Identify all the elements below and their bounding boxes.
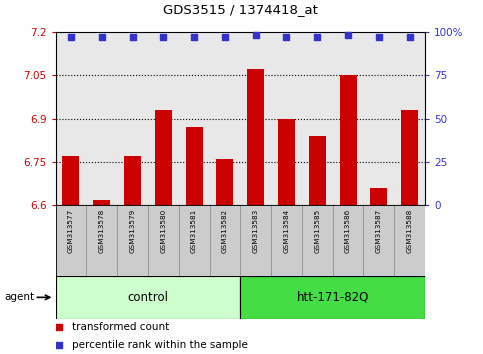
Point <box>98 34 106 40</box>
Text: GSM313581: GSM313581 <box>191 209 197 253</box>
Bar <box>364 205 394 276</box>
Bar <box>56 276 241 319</box>
Point <box>221 34 229 40</box>
Bar <box>56 205 86 276</box>
Bar <box>185 127 202 205</box>
Bar <box>179 205 210 276</box>
Text: transformed count: transformed count <box>72 322 170 332</box>
Bar <box>216 159 233 205</box>
Text: GSM313578: GSM313578 <box>99 209 105 253</box>
Bar <box>340 75 356 205</box>
Text: GSM313587: GSM313587 <box>376 209 382 253</box>
Bar <box>394 205 425 276</box>
Bar <box>401 110 418 205</box>
Text: percentile rank within the sample: percentile rank within the sample <box>72 340 248 350</box>
Text: GSM313583: GSM313583 <box>253 209 259 253</box>
Text: GSM313586: GSM313586 <box>345 209 351 253</box>
Text: GSM313582: GSM313582 <box>222 209 228 253</box>
Text: GSM313588: GSM313588 <box>407 209 412 253</box>
Bar <box>302 205 333 276</box>
Text: GSM313577: GSM313577 <box>68 209 74 253</box>
Text: agent: agent <box>5 292 35 302</box>
Text: GSM313579: GSM313579 <box>129 209 136 253</box>
Point <box>190 34 198 40</box>
Point <box>56 342 63 348</box>
Bar <box>148 205 179 276</box>
Bar <box>86 205 117 276</box>
Text: htt-171-82Q: htt-171-82Q <box>297 291 369 304</box>
Text: GDS3515 / 1374418_at: GDS3515 / 1374418_at <box>163 3 318 16</box>
Point <box>252 33 259 38</box>
Text: control: control <box>128 291 169 304</box>
Bar <box>124 156 141 205</box>
Point <box>344 33 352 38</box>
Point <box>406 34 413 40</box>
Point <box>128 34 136 40</box>
Bar <box>155 110 172 205</box>
Bar <box>333 205 364 276</box>
Point <box>375 34 383 40</box>
Point <box>67 34 75 40</box>
Point <box>313 34 321 40</box>
Bar <box>370 188 387 205</box>
Bar <box>240 276 425 319</box>
Bar <box>240 205 271 276</box>
Point <box>159 34 167 40</box>
Text: GSM313580: GSM313580 <box>160 209 166 253</box>
Bar <box>210 205 240 276</box>
Point <box>56 325 63 330</box>
Bar <box>117 205 148 276</box>
Bar <box>271 205 302 276</box>
Bar <box>278 119 295 205</box>
Bar <box>309 136 326 205</box>
Bar <box>247 69 264 205</box>
Text: GSM313584: GSM313584 <box>284 209 289 253</box>
Point <box>283 34 290 40</box>
Text: GSM313585: GSM313585 <box>314 209 320 253</box>
Bar <box>93 200 110 205</box>
Bar <box>62 156 79 205</box>
